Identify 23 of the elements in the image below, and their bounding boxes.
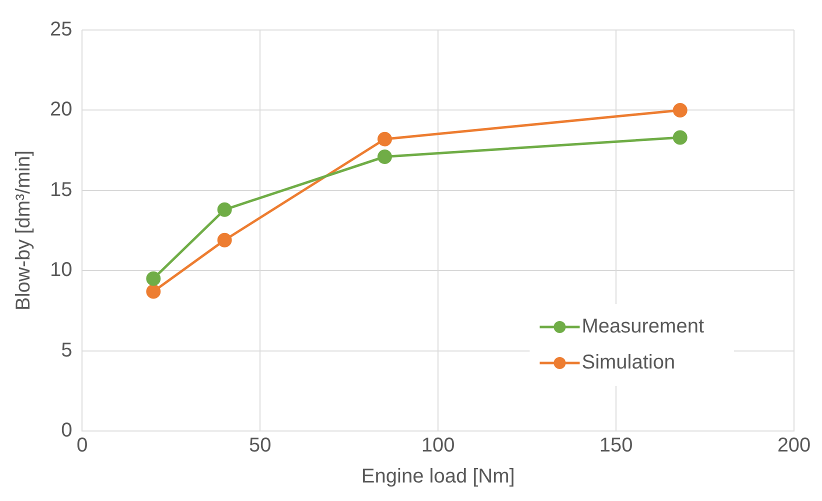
x-tick-label: 100 <box>421 434 455 457</box>
point <box>377 149 392 164</box>
point <box>146 271 161 286</box>
x-tick-label: 0 <box>76 434 88 457</box>
point <box>146 284 161 299</box>
x-tick-label: 200 <box>777 434 811 457</box>
y-tick-label: 0 <box>61 420 72 442</box>
point <box>217 232 232 248</box>
x-axis-title: Engine load [Nm] <box>361 466 515 488</box>
legend-label: Measurement <box>582 316 704 338</box>
point <box>672 130 688 145</box>
point <box>377 132 392 146</box>
y-axis-title: Blow-by [dm³/min] <box>12 150 35 311</box>
y-tick-label: 10 <box>50 259 72 282</box>
point <box>217 202 232 217</box>
x-tick-label: 150 <box>599 434 633 457</box>
y-tick-label: 5 <box>61 339 72 362</box>
legend-label: Simulation <box>582 352 676 374</box>
y-tick-label: 25 <box>50 18 72 41</box>
y-tick-label: 20 <box>50 98 72 121</box>
point <box>672 102 688 118</box>
y-tick-label: 15 <box>50 178 72 201</box>
x-tick-label: 50 <box>249 434 272 457</box>
